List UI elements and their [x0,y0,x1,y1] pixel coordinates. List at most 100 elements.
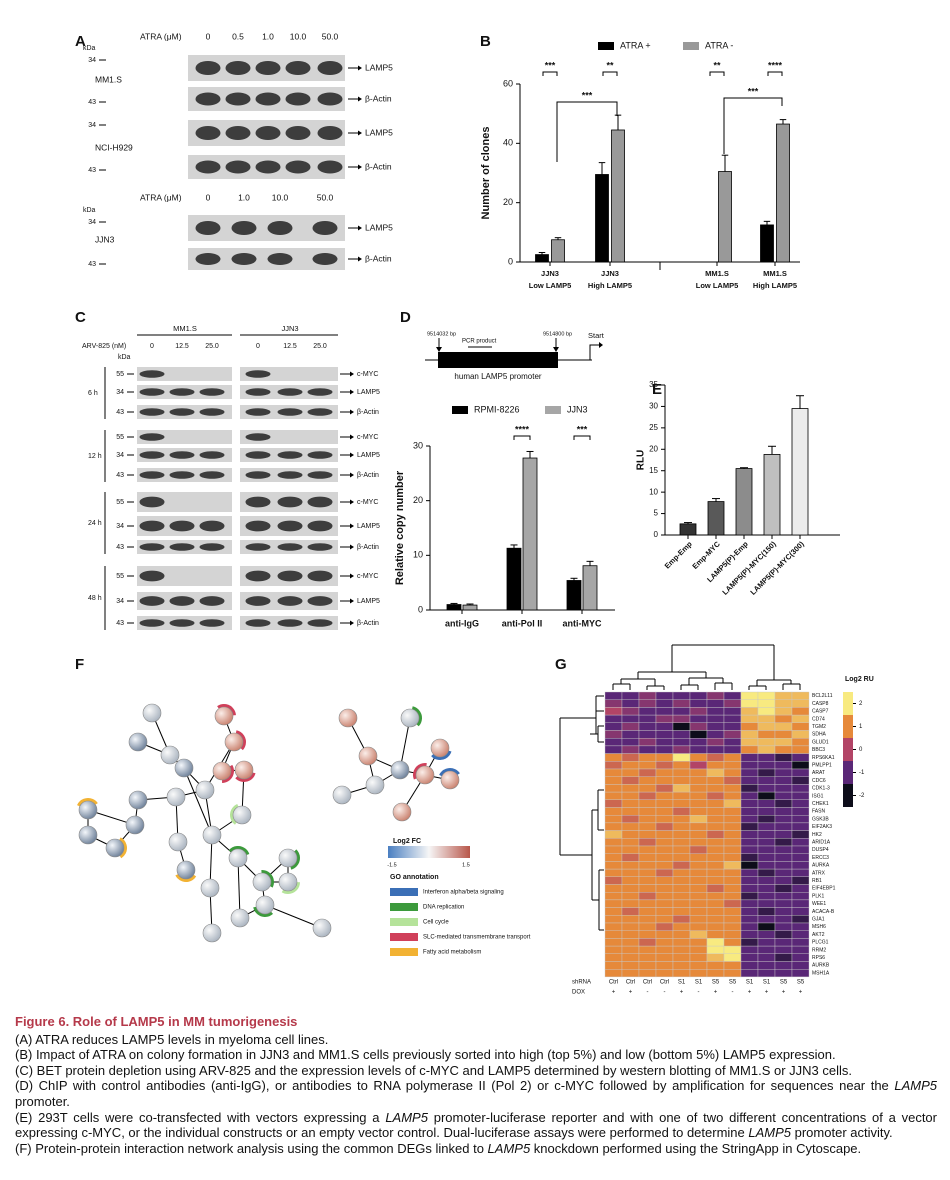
heatmap-cell [757,776,776,785]
caption-text: LAMP5 [385,1109,428,1125]
bar [763,454,781,536]
blot-band [245,451,271,459]
heatmap-cell [638,953,657,962]
heatmap-cell [774,892,793,901]
blot-band [231,220,257,236]
blot-band [225,92,251,106]
heatmap-cell [604,884,623,893]
heatmap-cell [740,822,759,831]
shrna-label: S1 [678,980,686,986]
mw-label: 55 [116,499,124,506]
heatmap-cell [689,930,708,939]
heatmap-cell [757,815,776,824]
heatmap-cell [689,961,708,970]
heatmap-cell [757,899,776,908]
heatmap-cell [740,899,759,908]
heatmap-cell [655,722,674,731]
go-arc [210,759,234,783]
panel-letter: F [75,656,84,673]
colorbar-label: 1 [859,724,863,730]
arrow-head [358,96,362,102]
heatmap-cell [672,768,691,777]
caption-text: LAMP5 [748,1125,792,1141]
network-node [78,800,98,820]
blot-band [245,433,271,441]
heatmap-cell [791,691,810,700]
heatmap-cell [655,892,674,901]
network-node [214,706,234,726]
network-node [105,838,125,858]
blot-band [139,471,165,479]
heatmap-cell [706,915,725,924]
heatmap-cell [774,907,793,916]
significance-label: ** [606,60,614,70]
heatmap-cell [723,730,742,739]
heatmap-cell [740,938,759,947]
colorbar-label: -1 [859,770,865,776]
blot-band [277,388,303,396]
blot-band [225,160,251,174]
blot-band [307,496,333,508]
heatmap-cell [774,753,793,762]
heatmap-cell [723,838,742,847]
dose-label: 10.0 [272,192,289,202]
caption-text: promoter activity. [791,1125,893,1141]
caption-paragraph: (A) ATRA reduces LAMP5 levels in myeloma… [15,1032,937,1048]
gene-label: CDC6 [812,778,826,784]
heatmap-cell [621,953,640,962]
dox-label: + [782,990,786,996]
heatmap-cell [723,861,742,870]
heatmap-cell [638,815,657,824]
heatmap-cell [689,753,708,762]
heatmap-cell [774,784,793,793]
x-tick-label: Low LAMP5 [529,281,572,290]
heatmap-cell [655,807,674,816]
heatmap-cell [655,776,674,785]
gene-label: RRM2 [812,947,826,953]
heatmap-cell [706,892,725,901]
blot-band [317,125,343,141]
dose-label: 25.0 [205,343,219,350]
heatmap-cell [791,922,810,931]
dose-label: 10.0 [290,31,307,41]
go-arc [174,858,198,882]
heatmap-cell [689,768,708,777]
target-label: c-MYC [357,573,378,580]
target-label: LAMP5 [365,62,393,72]
heatmap-cell [621,961,640,970]
blot-band [312,220,338,236]
shrna-label: Ctrl [609,980,618,986]
shrna-label: Ctrl [643,980,652,986]
heatmap-cell [791,930,810,939]
network-node [252,872,272,892]
gene-label: RB1 [812,878,822,884]
gene-label: GLUD1 [812,739,829,745]
heatmap-cell [689,938,708,947]
heatmap-cell [757,953,776,962]
heatmap-cell [791,853,810,862]
arrow-head [350,523,354,529]
blot-band [267,220,293,236]
heatmap-cell [638,768,657,777]
heatmap-cell [672,969,691,978]
blot-band [307,408,333,416]
heatmap-cell [791,707,810,716]
heatmap-cell [757,853,776,862]
heatmap-cell [621,768,640,777]
blot-band [277,520,303,532]
heatmap-cell [655,907,674,916]
arrow-head [350,371,354,377]
arrow-head [358,164,362,170]
heatmap-cell [638,915,657,924]
heatmap-cell [706,722,725,731]
heatmap-cell [604,784,623,793]
colorbar-label: 2 [859,701,863,707]
heatmap-cell [723,799,742,808]
group-label: MM1.S [173,324,197,333]
mw-label: 34 [116,523,124,530]
heatmap-cell [757,768,776,777]
go-swatch [390,933,418,941]
colorbar-segment [843,692,853,715]
heatmap-cell [621,776,640,785]
network-edge [237,857,241,919]
